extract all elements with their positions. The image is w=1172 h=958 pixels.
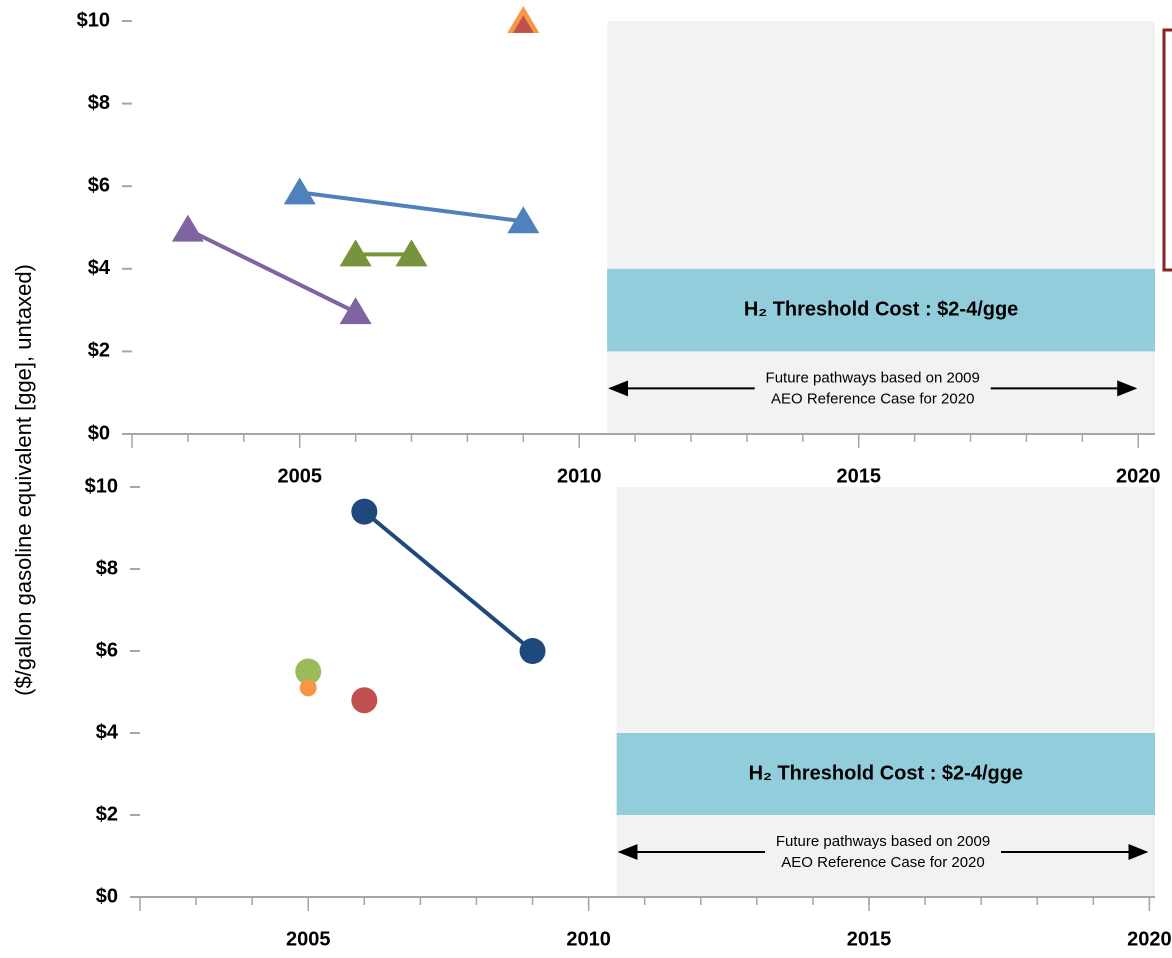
y-tick-label: $6	[96, 639, 118, 661]
series-line	[299, 190, 524, 224]
threshold-band	[616, 733, 1155, 815]
y-tick-label: $10	[77, 9, 110, 31]
y-tick-label: $0	[88, 422, 110, 444]
y-tick-label: $4	[96, 721, 119, 743]
note-bg	[765, 830, 1002, 874]
x-tick-label: 2010	[557, 465, 602, 487]
triangle-marker	[171, 214, 204, 242]
y-tick-label: $2	[88, 340, 110, 362]
future-note: Future pathways based on 2009	[776, 833, 990, 850]
triangle-marker	[339, 297, 372, 325]
x-tick-label: 2015	[847, 928, 892, 950]
threshold-label: H₂ Threshold Cost : $2-4/gge	[744, 298, 1018, 320]
y-tick-label: $4	[88, 257, 111, 279]
note-bg	[754, 366, 991, 411]
x-tick-label: 2005	[277, 465, 322, 487]
triangle-marker	[512, 15, 534, 33]
circle-marker	[519, 638, 546, 664]
threshold-band	[607, 268, 1155, 352]
circle-marker	[295, 658, 322, 685]
threshold-label: H₂ Threshold Cost : $2-4/gge	[749, 762, 1023, 784]
y-tick-label: $10	[85, 475, 118, 497]
x-tick-label: 2020	[1127, 928, 1172, 950]
circle-marker	[351, 687, 378, 714]
x-tick-label: 2015	[836, 465, 881, 487]
triangle-marker	[283, 177, 316, 205]
y-tick-label: $6	[88, 174, 110, 196]
x-tick-label: 2010	[566, 928, 611, 950]
y-axis-label: ($/gallon gasoline equivalent [gge], unt…	[11, 264, 36, 696]
y-tick-label: $0	[96, 885, 118, 907]
series-line	[363, 510, 534, 653]
x-tick-label: 2020	[1116, 465, 1161, 487]
triangle-marker	[395, 239, 428, 267]
series-line	[187, 227, 357, 314]
y-tick-label: $8	[96, 557, 118, 579]
future-note: AEO Reference Case for 2020	[771, 390, 974, 407]
callout-box	[1162, 28, 1172, 272]
x-tick-label: 2005	[286, 928, 331, 950]
triangle-marker	[339, 239, 372, 267]
future-note: Future pathways based on 2009	[766, 369, 980, 386]
circle-marker	[299, 679, 317, 697]
future-region	[607, 21, 1155, 434]
future-note: AEO Reference Case for 2020	[781, 854, 984, 871]
circle-marker	[351, 498, 378, 525]
triangle-marker	[507, 206, 540, 234]
y-tick-label: $2	[96, 803, 118, 825]
future-region	[616, 487, 1155, 897]
y-tick-label: $8	[88, 92, 110, 114]
